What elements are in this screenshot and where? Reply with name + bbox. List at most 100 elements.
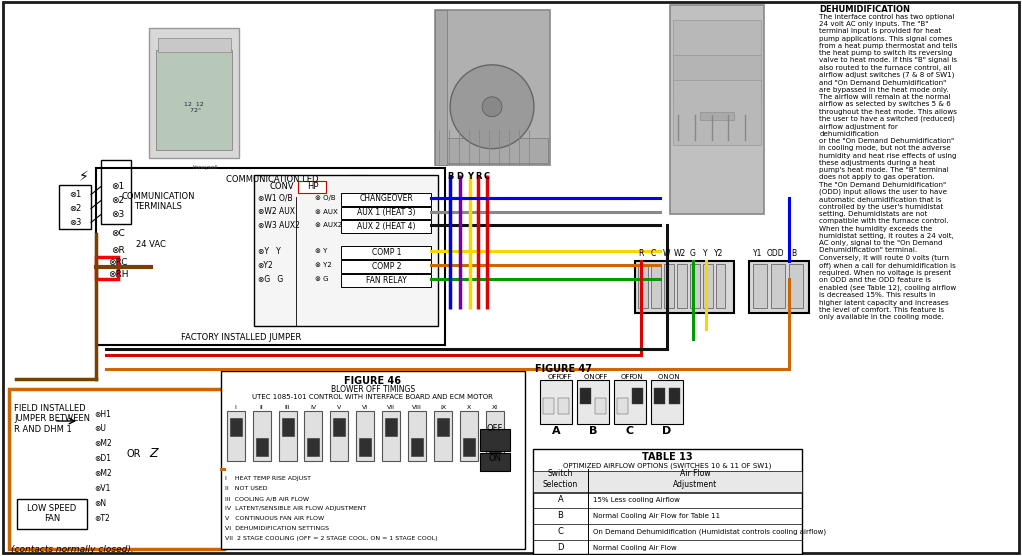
- Text: ⊗Y   Y: ⊗Y Y: [258, 247, 280, 256]
- Bar: [677, 265, 687, 308]
- Text: ON: ON: [489, 454, 502, 463]
- Bar: [702, 265, 712, 308]
- Text: C: C: [557, 527, 563, 536]
- Text: FIGURE 46: FIGURE 46: [344, 376, 402, 386]
- Bar: [435, 10, 448, 165]
- Bar: [96, 167, 446, 345]
- Bar: [486, 411, 504, 461]
- Bar: [579, 388, 591, 404]
- Text: 12  12
  72°: 12 12 72°: [184, 102, 203, 113]
- Text: ON: ON: [633, 374, 645, 380]
- Text: AUX 2 (HEAT 4): AUX 2 (HEAT 4): [357, 222, 416, 231]
- Text: W: W: [663, 250, 670, 259]
- Bar: [298, 181, 326, 192]
- Text: TABLE 13: TABLE 13: [642, 452, 693, 462]
- Text: ⊗C: ⊗C: [111, 229, 125, 238]
- Text: COMMUNICATION LED: COMMUNICATION LED: [226, 175, 318, 184]
- Text: B: B: [589, 426, 597, 436]
- Bar: [789, 265, 803, 308]
- Text: ⊗1: ⊗1: [68, 190, 81, 199]
- Bar: [434, 411, 452, 461]
- Text: C: C: [625, 426, 634, 436]
- Bar: [663, 265, 673, 308]
- Text: OFF: OFF: [486, 424, 503, 434]
- Bar: [672, 20, 761, 55]
- Text: ⊗ G: ⊗ G: [316, 276, 329, 282]
- Text: Y2: Y2: [713, 250, 724, 259]
- Bar: [333, 418, 345, 436]
- Text: Air Flow
Adjustment: Air Flow Adjustment: [672, 469, 717, 489]
- Bar: [540, 380, 572, 424]
- Bar: [149, 28, 239, 158]
- Bar: [382, 411, 401, 461]
- Text: 24 VAC: 24 VAC: [136, 240, 166, 249]
- Bar: [654, 388, 664, 404]
- Text: OPTIMIZED AIRFLOW OPTIONS (SWITCHES 10 & 11 OF SW1): OPTIMIZED AIRFLOW OPTIONS (SWITCHES 10 &…: [563, 463, 772, 469]
- Bar: [595, 398, 606, 414]
- Bar: [227, 411, 244, 461]
- Text: ⊗ AUX: ⊗ AUX: [316, 208, 338, 215]
- Bar: [341, 192, 431, 206]
- Text: (contacts normally closed).: (contacts normally closed).: [11, 545, 134, 554]
- Bar: [411, 438, 423, 456]
- Bar: [256, 438, 268, 456]
- Text: D: D: [557, 543, 564, 552]
- Text: COMMUNICATION
TERMINALS: COMMUNICATION TERMINALS: [121, 192, 194, 211]
- Bar: [253, 175, 438, 326]
- Text: ⊗2: ⊗2: [111, 196, 125, 205]
- Bar: [635, 261, 735, 313]
- Bar: [357, 411, 374, 461]
- Text: LOW SPEED
FAN: LOW SPEED FAN: [28, 504, 77, 524]
- Text: R: R: [638, 250, 644, 259]
- Text: VII  2 STAGE COOLING (OFF = 2 STAGE COOL, ON = 1 STAGE COOL): VII 2 STAGE COOLING (OFF = 2 STAGE COOL,…: [225, 536, 437, 541]
- Bar: [308, 438, 320, 456]
- Bar: [437, 418, 449, 436]
- Text: B: B: [447, 172, 454, 181]
- Bar: [221, 371, 525, 549]
- Text: ⊗N: ⊗N: [94, 499, 106, 508]
- Bar: [341, 221, 431, 234]
- Text: OFF: OFF: [595, 374, 608, 380]
- Bar: [616, 398, 628, 414]
- Text: XI: XI: [492, 405, 498, 410]
- Bar: [532, 471, 802, 493]
- Text: D: D: [457, 172, 464, 181]
- Bar: [17, 499, 87, 529]
- Text: ⊗ O/B: ⊗ O/B: [316, 195, 336, 201]
- Text: DEHUMIDIFICATION: DEHUMIDIFICATION: [820, 5, 911, 14]
- Text: VIII: VIII: [412, 405, 422, 410]
- Bar: [155, 50, 232, 150]
- Text: ⊗1: ⊗1: [111, 182, 125, 191]
- Text: C: C: [484, 172, 491, 181]
- Text: G: G: [690, 250, 696, 259]
- Text: IV  LATENT/SENSIBLE AIR FLOW ADJUSTMENT: IV LATENT/SENSIBLE AIR FLOW ADJUSTMENT: [225, 507, 366, 512]
- Text: IV: IV: [311, 405, 317, 410]
- Text: ON: ON: [669, 374, 682, 380]
- Bar: [672, 80, 761, 145]
- Text: II   NOT USED: II NOT USED: [225, 486, 267, 492]
- Bar: [576, 380, 609, 424]
- Bar: [632, 388, 643, 404]
- Text: UTEC 1085-101 CONTROL WITH INTERFACE BOARD AND ECM MOTOR: UTEC 1085-101 CONTROL WITH INTERFACE BOA…: [252, 394, 494, 400]
- Text: ⊗M2: ⊗M2: [94, 469, 111, 478]
- Text: IX: IX: [440, 405, 447, 410]
- Bar: [749, 261, 809, 313]
- Text: W2: W2: [673, 250, 686, 259]
- Text: R: R: [475, 172, 481, 181]
- Text: OFF: OFF: [621, 374, 635, 380]
- Text: A: A: [558, 495, 563, 504]
- Text: On Demand Dehumidification (Humidistat controls cooling airflow): On Demand Dehumidification (Humidistat c…: [593, 529, 826, 535]
- Text: 15% Less cooling Airflow: 15% Less cooling Airflow: [593, 497, 680, 503]
- Bar: [614, 380, 646, 424]
- Text: ⊗W2 AUX: ⊗W2 AUX: [258, 207, 294, 216]
- Text: OFF: OFF: [558, 374, 571, 380]
- Text: ⊗R: ⊗R: [111, 246, 125, 255]
- Bar: [341, 274, 431, 287]
- Bar: [230, 418, 241, 436]
- Bar: [330, 411, 349, 461]
- Bar: [435, 10, 550, 165]
- Bar: [532, 449, 802, 554]
- Bar: [59, 185, 91, 230]
- Bar: [753, 265, 768, 308]
- Bar: [281, 418, 293, 436]
